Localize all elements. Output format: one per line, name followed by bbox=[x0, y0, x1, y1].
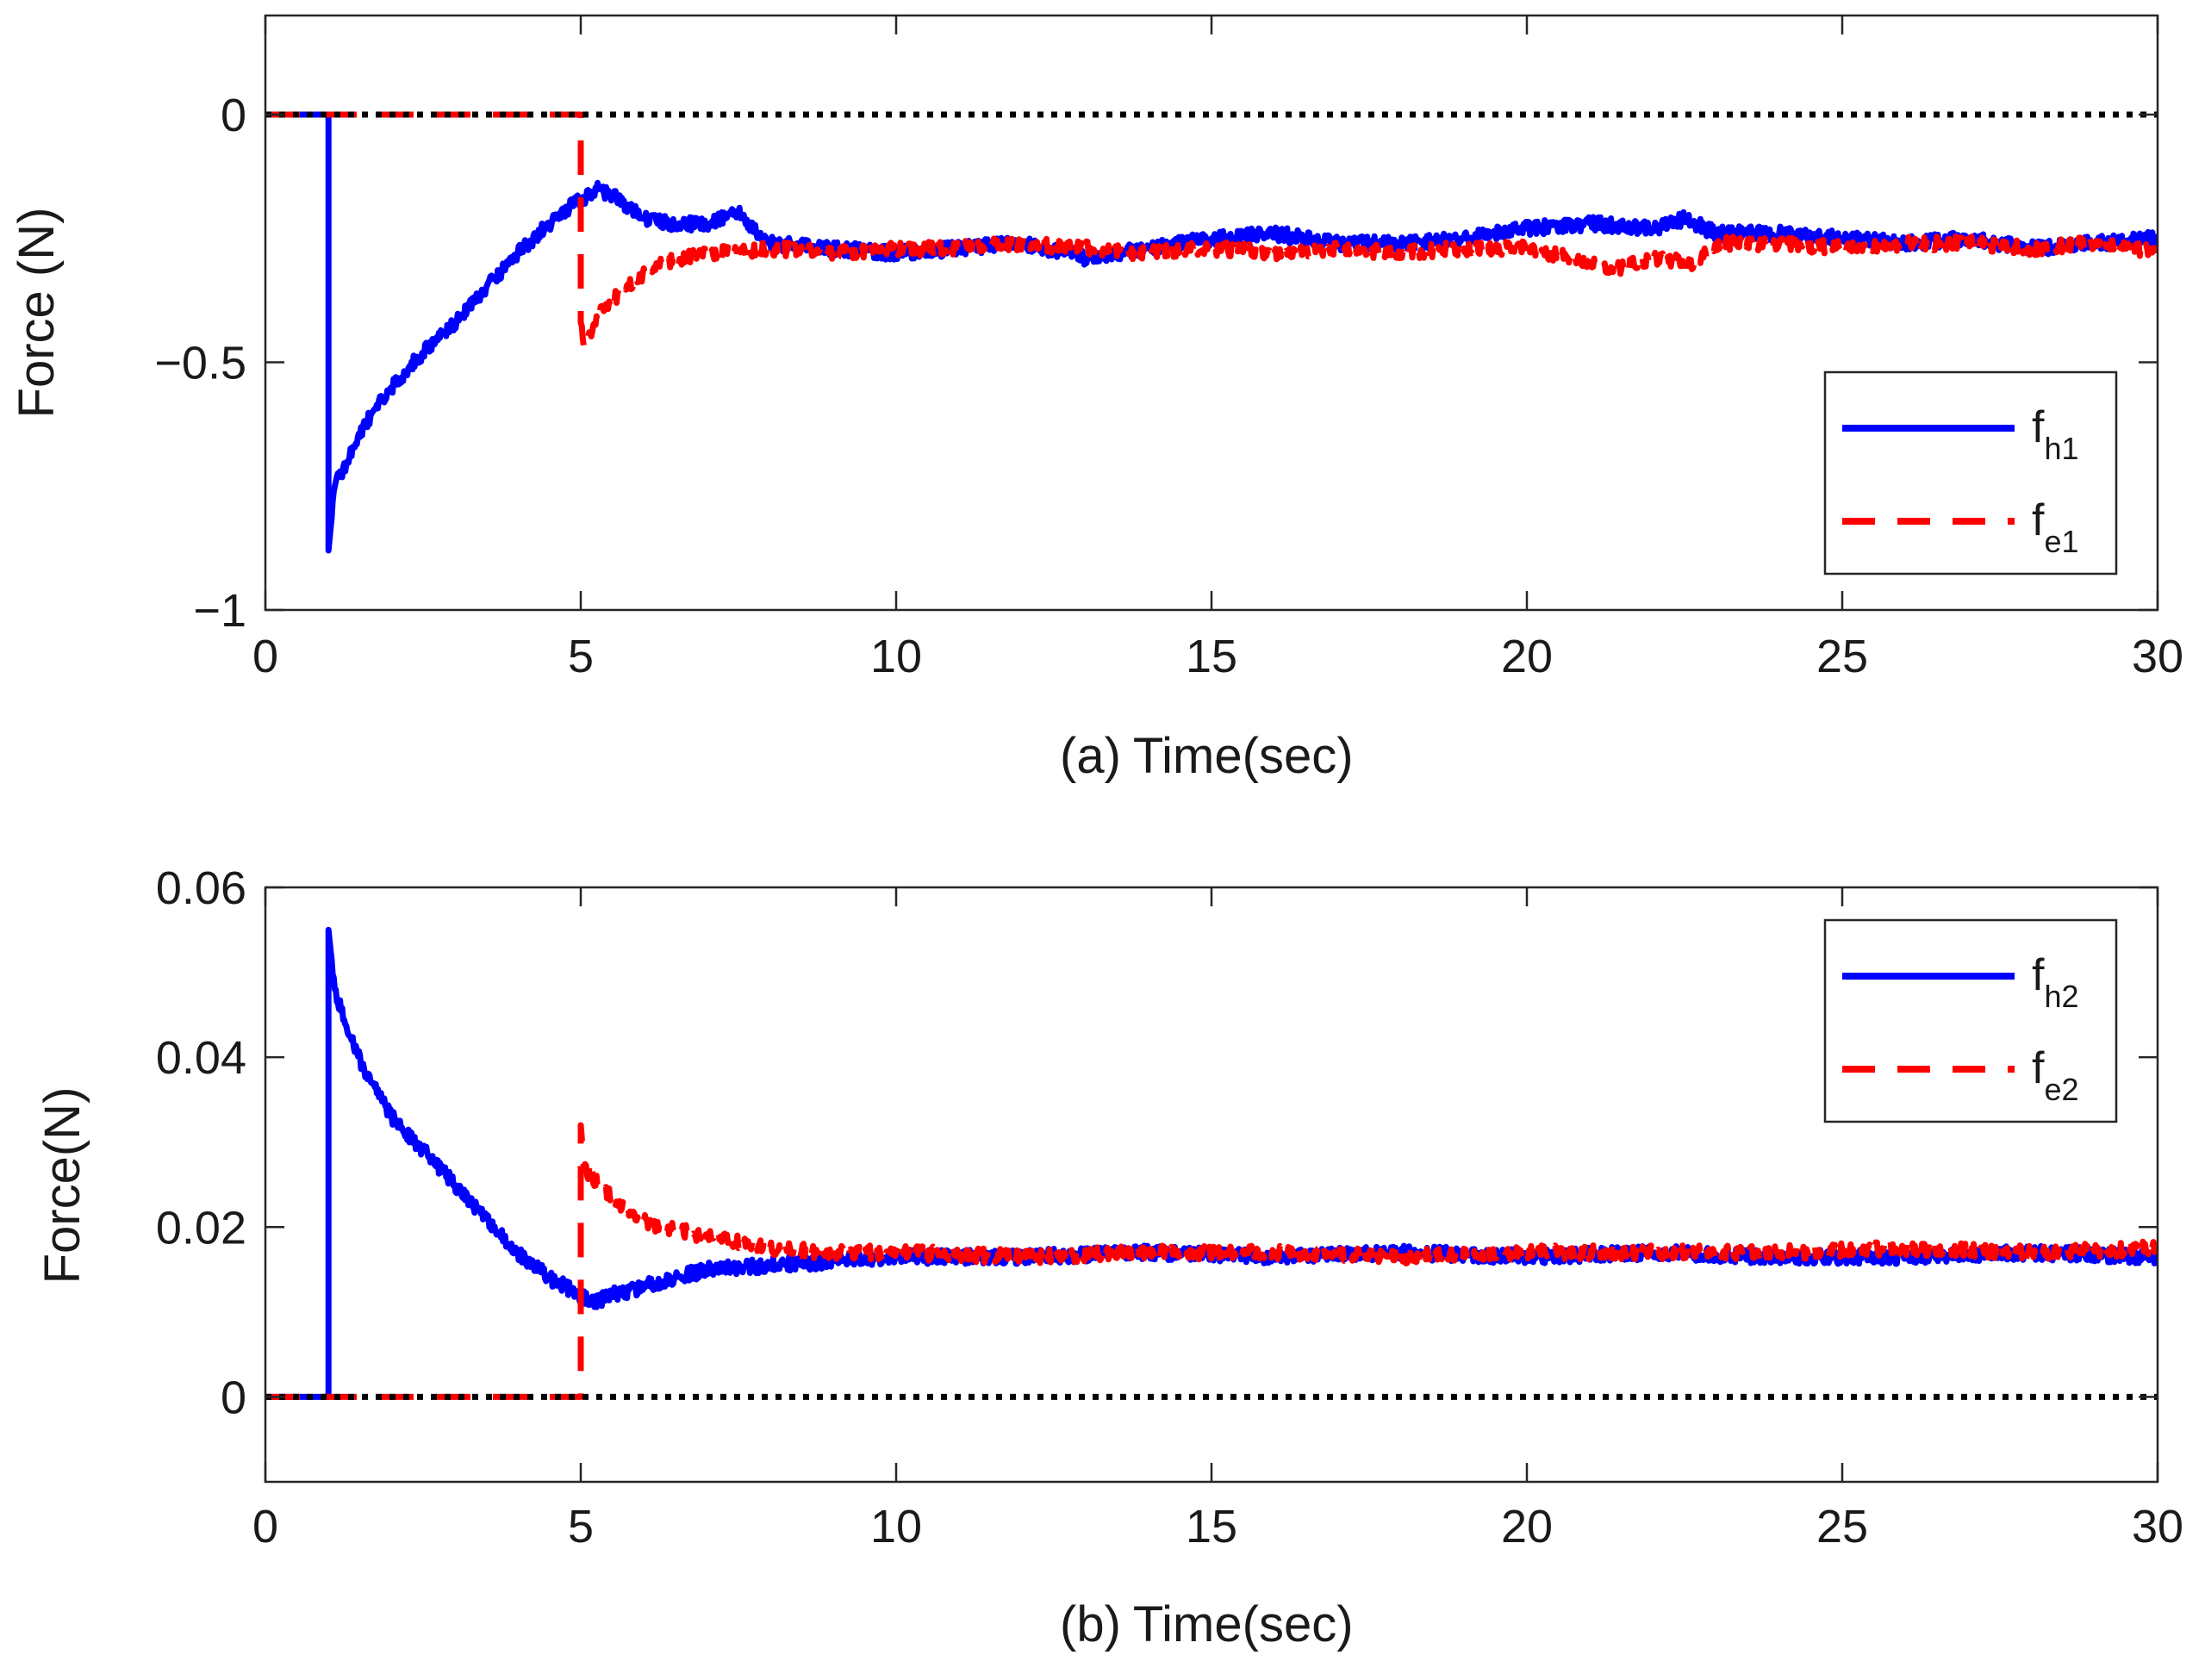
legend-box bbox=[1823, 918, 2118, 1123]
y-axis-label: Force(N) bbox=[34, 1087, 90, 1285]
panel-label: (a) bbox=[1060, 728, 1121, 784]
y-tick-label: 0 bbox=[221, 1372, 246, 1423]
x-axis-label: (a) Time(sec) bbox=[1060, 728, 1354, 784]
x-tick-label: 0 bbox=[252, 1501, 278, 1552]
chart-panel-2: 0 5 10 15 20 25 30 0 0.02 0.04 0.06 (b) Time(sec) For… bbox=[34, 862, 2183, 1652]
x-tick-label: 15 bbox=[1186, 1501, 1237, 1552]
y-axis-label: Force (N) bbox=[9, 208, 65, 419]
x-tick-label: 15 bbox=[1186, 631, 1237, 682]
x-tick-label: 0 bbox=[252, 631, 278, 682]
legend-box bbox=[1823, 370, 2118, 576]
x-tick-label: 25 bbox=[1816, 1501, 1868, 1552]
y-tick-label: 0.02 bbox=[156, 1202, 246, 1254]
series-line-f-e2 bbox=[265, 1122, 2158, 1400]
legend-label-e1: fe1 bbox=[2032, 495, 2079, 559]
x-tick-label: 5 bbox=[568, 631, 594, 682]
x-tick-label: 20 bbox=[1501, 1501, 1553, 1552]
chart-panel-1: 0 5 10 15 20 25 30 0 −0.5 −1 (a) Time(sec) Force (N)… bbox=[9, 14, 2183, 784]
legend-label-e2: fe2 bbox=[2032, 1043, 2079, 1107]
legend-label-h2: fh2 bbox=[2032, 950, 2079, 1014]
x-tick-label: 10 bbox=[870, 631, 922, 682]
y-tick-label: 0.06 bbox=[156, 862, 246, 914]
x-tick-label: 5 bbox=[568, 1501, 594, 1552]
plot-area bbox=[265, 926, 2158, 1400]
x-tick-label: 20 bbox=[1501, 631, 1553, 682]
legend-label-h1: fh1 bbox=[2032, 402, 2079, 466]
x-axis-title: Time(sec) bbox=[1133, 1596, 1354, 1652]
x-axis-label: (b) Time(sec) bbox=[1060, 1596, 1354, 1652]
y-tick-label: 0.04 bbox=[156, 1032, 246, 1084]
y-tick-label: −0.5 bbox=[154, 338, 246, 389]
x-tick-label: 30 bbox=[2132, 1501, 2183, 1552]
y-tick-label: −1 bbox=[193, 585, 246, 637]
x-tick-label: 30 bbox=[2132, 631, 2183, 682]
panel-label: (b) bbox=[1060, 1596, 1121, 1652]
y-tick-label: 0 bbox=[221, 90, 246, 141]
x-tick-label: 25 bbox=[1816, 631, 1868, 682]
x-axis-title: Time(sec) bbox=[1133, 728, 1354, 784]
x-tick-label: 10 bbox=[870, 1501, 922, 1552]
plot-area bbox=[265, 111, 2158, 554]
